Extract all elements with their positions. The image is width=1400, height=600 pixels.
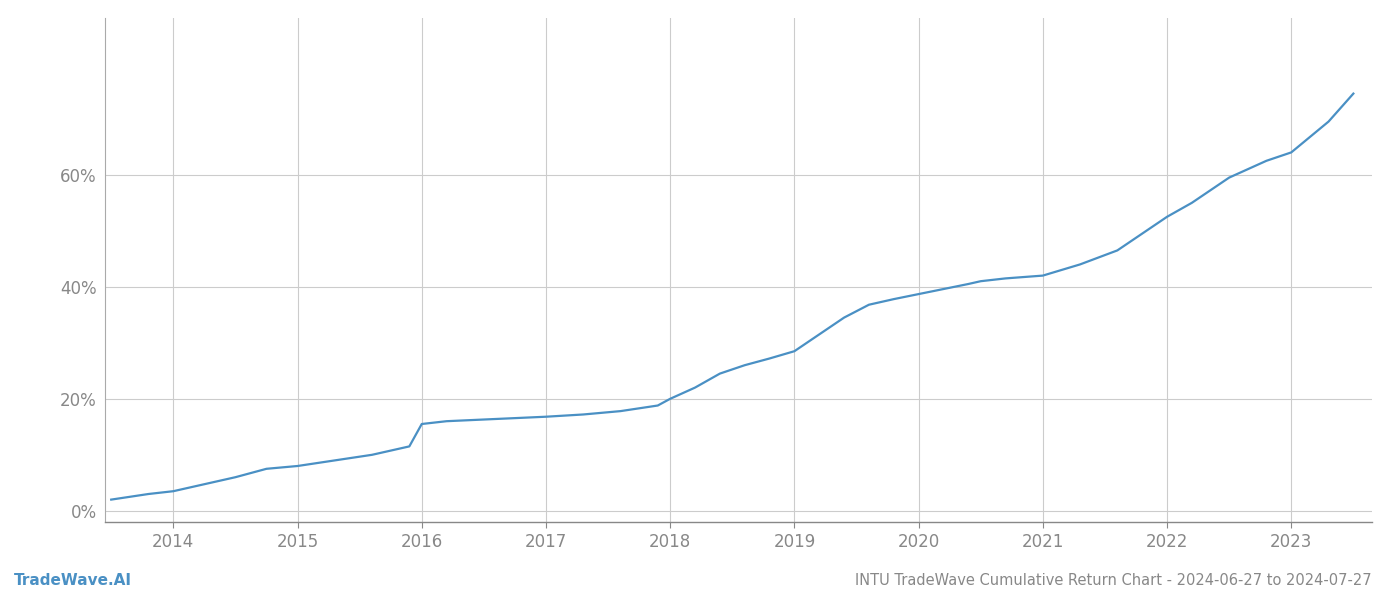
Text: INTU TradeWave Cumulative Return Chart - 2024-06-27 to 2024-07-27: INTU TradeWave Cumulative Return Chart -… [855, 573, 1372, 588]
Text: TradeWave.AI: TradeWave.AI [14, 573, 132, 588]
